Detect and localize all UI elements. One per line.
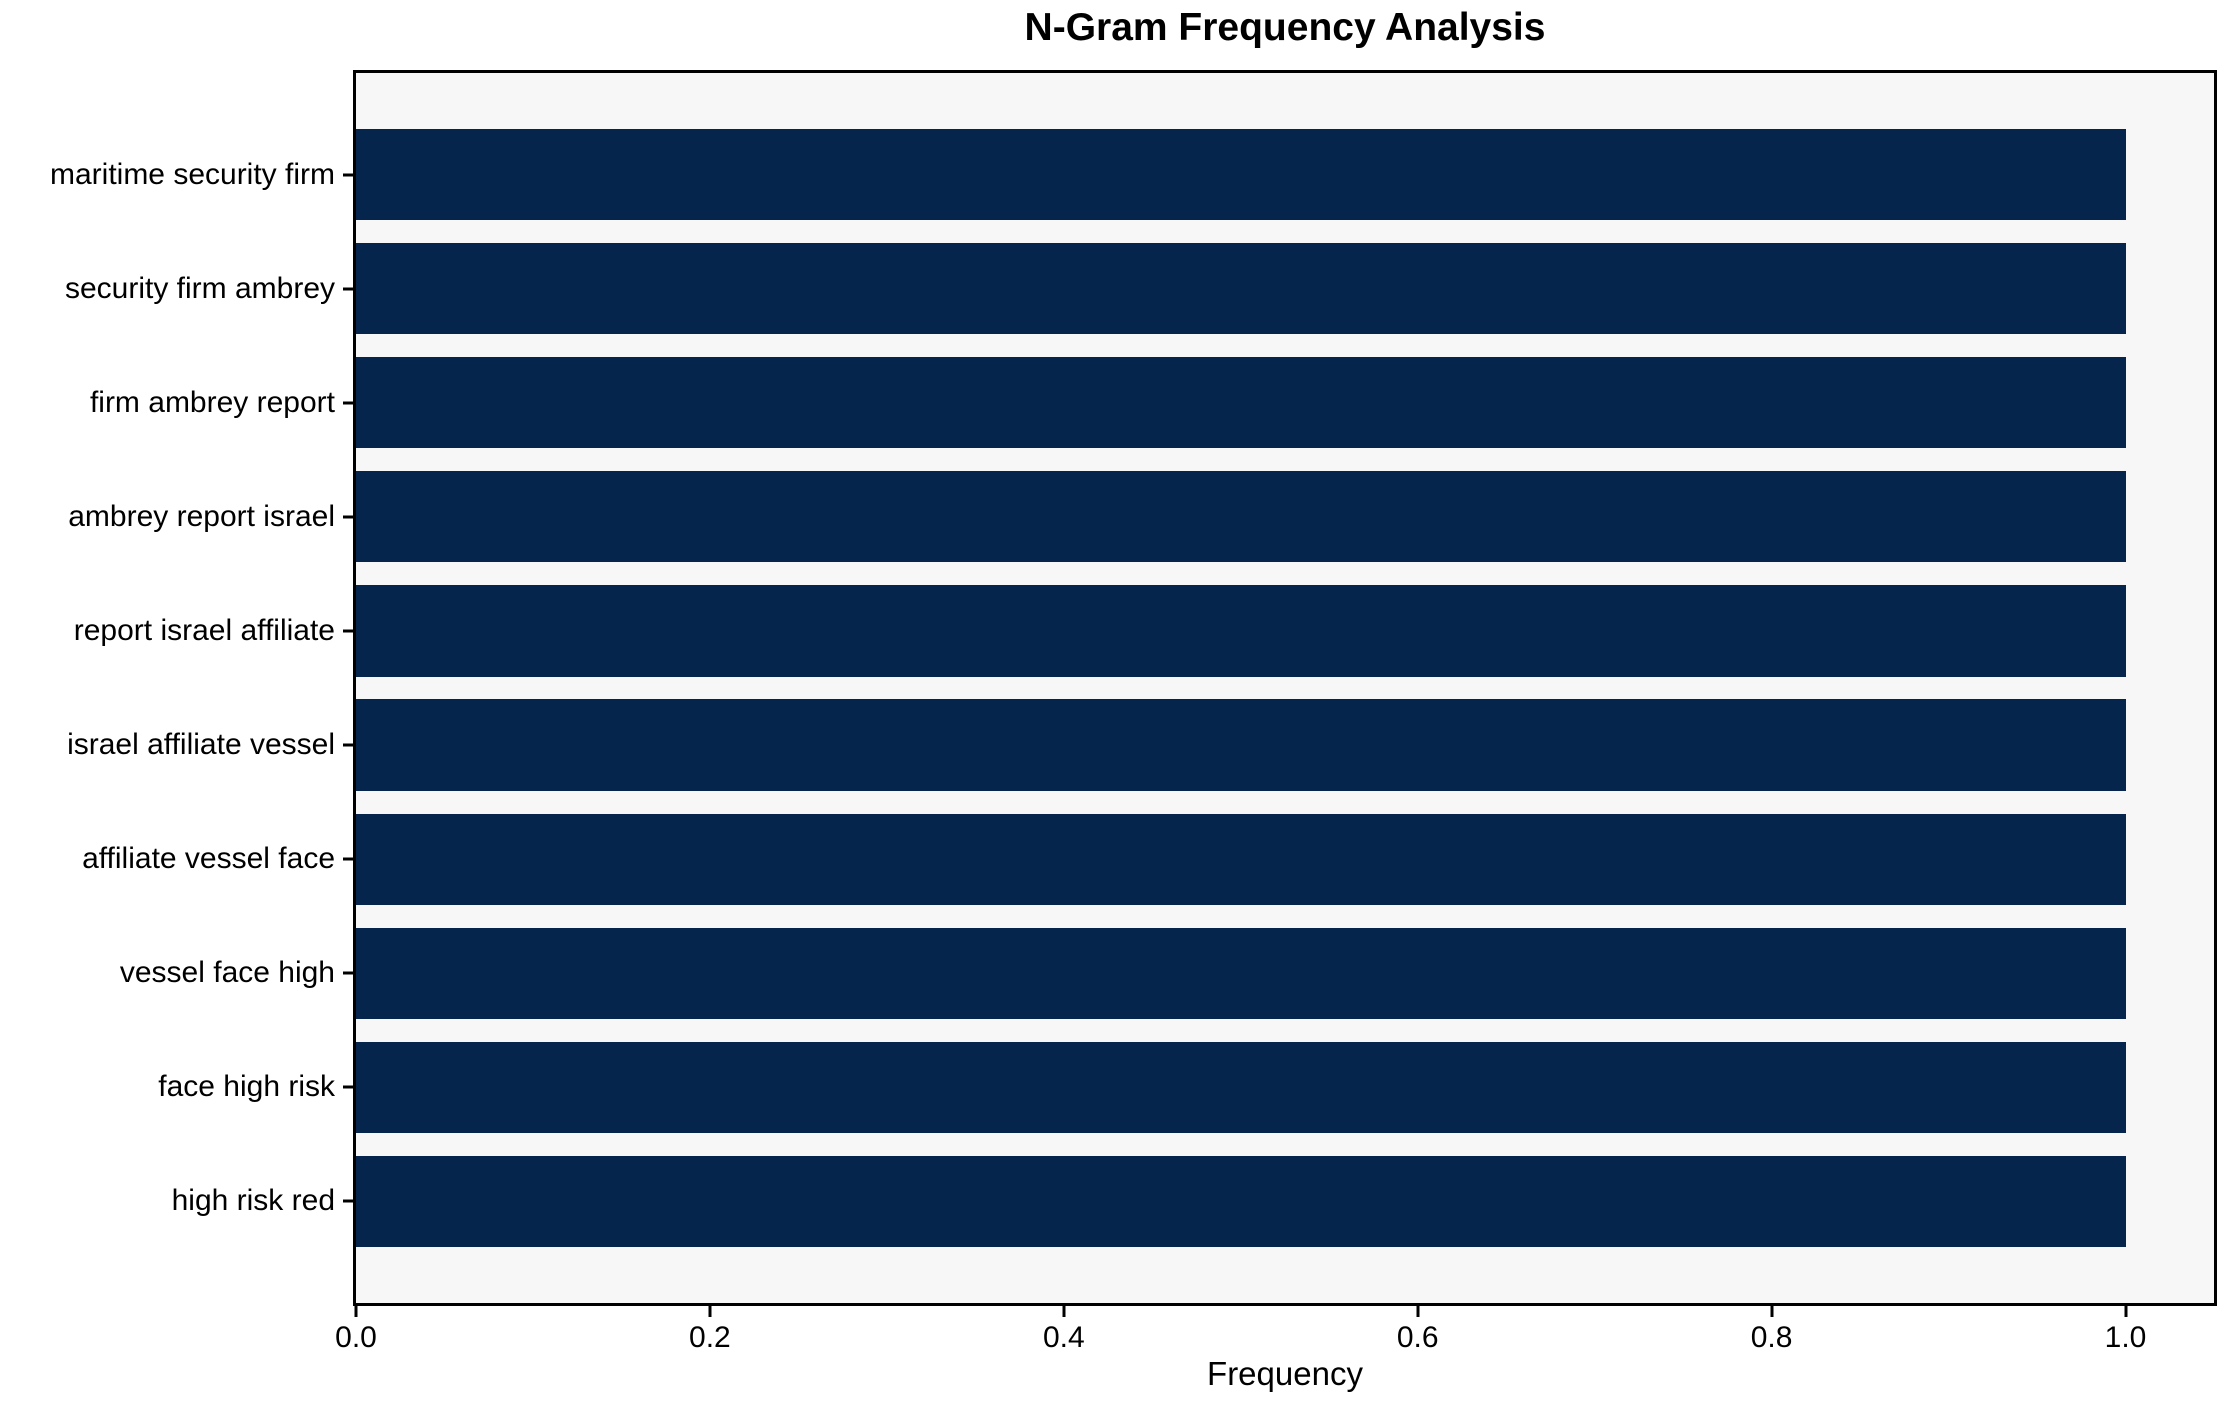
bar (356, 585, 2126, 677)
y-tick-mark (343, 173, 353, 177)
chart-title: N-Gram Frequency Analysis (1024, 6, 1546, 49)
x-axis-label: Frequency (1207, 1355, 1363, 1392)
bar (356, 1041, 2126, 1133)
x-tick-label: 0.6 (1396, 1321, 1439, 1354)
bar (356, 927, 2126, 1019)
x-tick-label: 0.8 (1750, 1321, 1793, 1354)
x-tick-mark (1770, 1306, 1774, 1317)
y-tick-mark (343, 401, 353, 405)
y-tick-mark (343, 1199, 353, 1203)
x-tick-mark (1062, 1306, 1066, 1317)
y-tick-label: ambrey report israel (68, 499, 335, 533)
y-tick-label: report israel affiliate (73, 613, 335, 647)
y-tick-label: israel affiliate vessel (67, 728, 335, 762)
y-tick-mark (343, 857, 353, 861)
y-tick-mark (343, 515, 353, 519)
y-tick-mark (343, 287, 353, 291)
bar (356, 1155, 2126, 1248)
bar (356, 471, 2126, 563)
y-tick-mark (343, 629, 353, 633)
x-tick-label: 1.0 (2104, 1321, 2147, 1354)
x-tick-label: 0.0 (335, 1321, 377, 1354)
y-tick-label: face high risk (158, 1070, 335, 1104)
y-tick-mark (343, 1085, 353, 1089)
y-tick-mark (343, 971, 353, 975)
x-tick-mark (1416, 1306, 1420, 1317)
y-tick-label: affiliate vessel face (82, 842, 335, 876)
bar (356, 357, 2126, 449)
y-tick-mark (343, 743, 353, 747)
x-tick-label: 0.4 (1042, 1321, 1085, 1354)
plot-area (353, 70, 2217, 1306)
bar (356, 128, 2126, 221)
y-tick-label: vessel face high (119, 956, 335, 990)
y-tick-label: maritime security firm (49, 157, 335, 191)
y-tick-label: high risk red (171, 1184, 335, 1218)
x-tick-mark (354, 1306, 358, 1317)
y-tick-label: firm ambrey report (89, 385, 335, 419)
x-tick-mark (2124, 1306, 2128, 1317)
bar (356, 699, 2126, 791)
bar (356, 243, 2126, 335)
bar (356, 813, 2126, 905)
y-tick-label: security firm ambrey (64, 271, 335, 305)
x-tick-mark (708, 1306, 712, 1317)
x-tick-label: 0.2 (689, 1321, 731, 1354)
